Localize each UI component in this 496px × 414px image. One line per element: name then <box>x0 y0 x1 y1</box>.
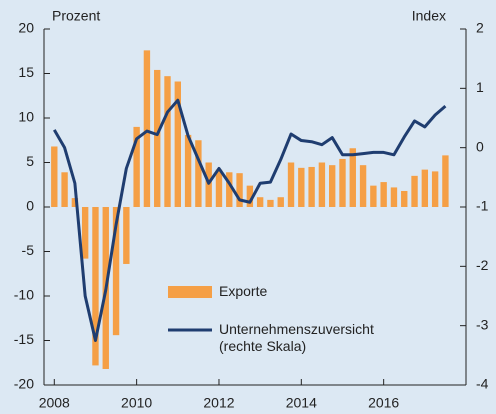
y2-tick-label: 0 <box>476 138 484 154</box>
bar <box>195 140 202 207</box>
bar <box>390 187 398 207</box>
bar <box>51 146 58 207</box>
line <box>52 98 447 342</box>
bar <box>71 198 79 207</box>
x-tick-label: 2014 <box>286 395 317 411</box>
x-tick-label: 2008 <box>39 395 70 411</box>
bar <box>267 199 274 207</box>
y2-tick-label: -2 <box>476 257 489 273</box>
bar <box>370 185 377 207</box>
bar <box>442 155 449 207</box>
bar <box>421 169 429 207</box>
bar <box>226 172 233 207</box>
bar <box>123 207 130 264</box>
bar <box>215 169 223 207</box>
bar <box>318 162 326 207</box>
bar <box>154 69 161 207</box>
bar <box>112 207 120 336</box>
y-tick-label: 15 <box>18 64 34 80</box>
y2-axis-label: Index <box>412 8 446 24</box>
bar <box>256 197 264 207</box>
y2-tick-label: -4 <box>476 376 489 392</box>
y-tick-label: 10 <box>18 109 34 125</box>
y-axis-label: Prozent <box>52 8 100 24</box>
bar <box>380 182 387 207</box>
bar <box>277 197 284 207</box>
y2-tick-label: -3 <box>476 316 489 332</box>
bar <box>411 175 418 207</box>
bar <box>339 158 346 207</box>
bar <box>236 173 243 207</box>
bar <box>184 134 192 207</box>
bar <box>329 165 336 207</box>
y-tick-label: 20 <box>18 20 34 36</box>
legend-label: Unternehmenszuversicht (rechte Skala) <box>219 321 374 354</box>
bar <box>431 171 439 207</box>
y-tick-label: -15 <box>14 331 34 347</box>
bar <box>359 165 367 207</box>
x-tick-label: 2016 <box>368 395 399 411</box>
y2-tick-label: -1 <box>476 198 489 214</box>
bar <box>308 166 315 207</box>
bar <box>401 190 408 207</box>
bar <box>298 167 305 207</box>
bar <box>92 207 99 366</box>
bar <box>81 207 89 259</box>
y2-tick-label: 1 <box>476 79 484 95</box>
y2-tick-label: 2 <box>476 20 484 36</box>
bar <box>143 50 151 207</box>
y-tick-label: 5 <box>26 153 34 169</box>
bar <box>246 185 254 207</box>
y-tick-label: -20 <box>14 376 34 392</box>
bar <box>61 172 68 207</box>
bar <box>349 148 356 207</box>
y-tick-label: 0 <box>26 198 34 214</box>
bar <box>164 76 171 207</box>
y-tick-label: -10 <box>14 287 34 303</box>
legend-swatch <box>168 286 212 298</box>
bar <box>287 162 295 207</box>
x-tick-label: 2010 <box>121 395 152 411</box>
x-tick-label: 2012 <box>203 395 234 411</box>
bar <box>133 126 140 207</box>
bar <box>174 81 181 207</box>
legend-label: Exporte <box>219 283 268 299</box>
y-tick-label: -5 <box>22 242 35 258</box>
